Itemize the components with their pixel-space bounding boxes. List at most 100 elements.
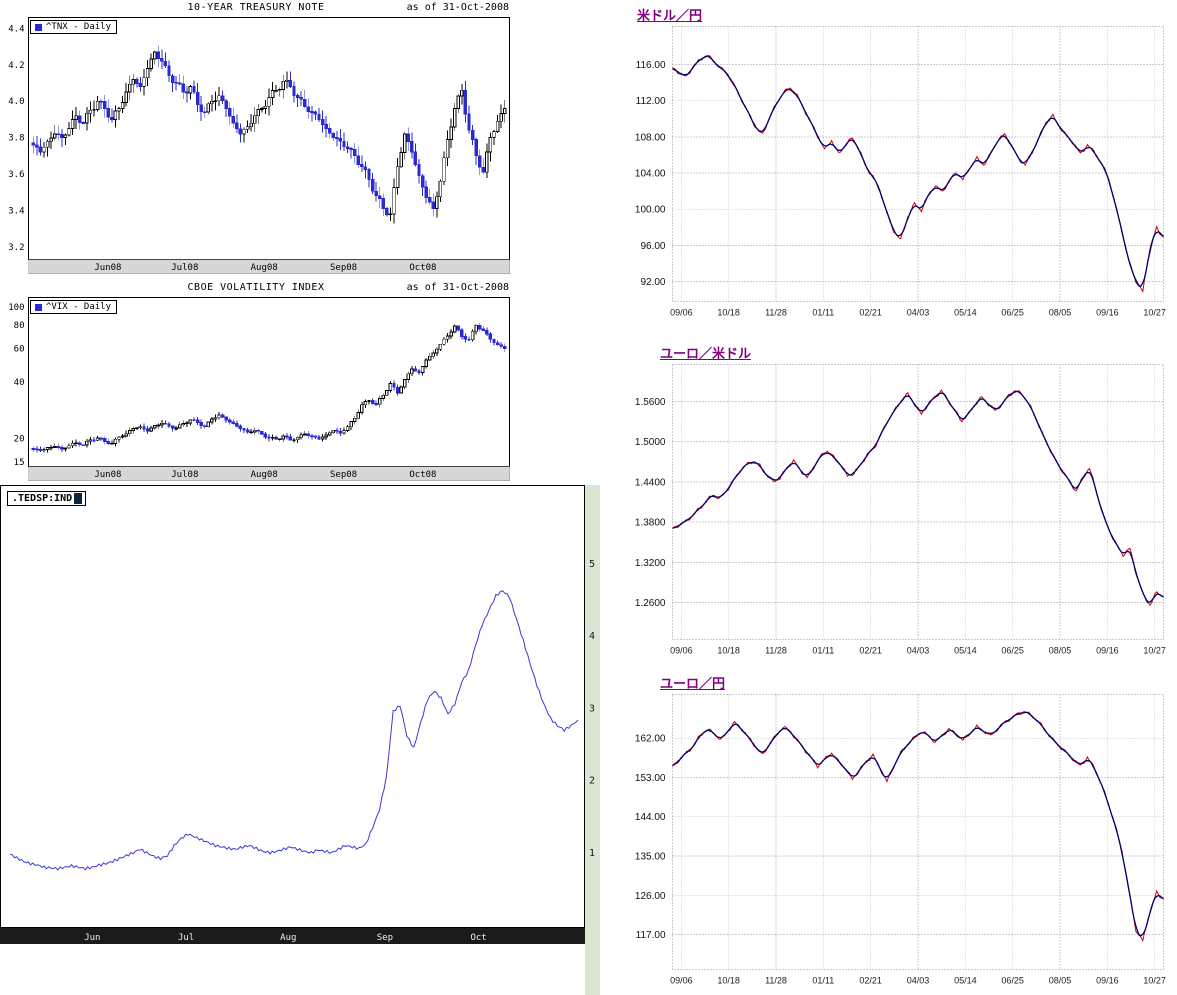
svg-text:10/18: 10/18 [717, 308, 740, 318]
svg-text:1.4400: 1.4400 [635, 477, 666, 488]
svg-text:92.00: 92.00 [640, 277, 665, 288]
svg-text:02/21: 02/21 [859, 976, 882, 986]
svg-text:01/11: 01/11 [812, 976, 834, 986]
svg-text:100.00: 100.00 [635, 205, 666, 216]
svg-text:08/05: 08/05 [1049, 976, 1072, 986]
svg-text:1.5600: 1.5600 [635, 397, 666, 408]
eur-jpy-plot: 09/06 10/18 11/28 01/11 02/21 04/03 05/14 06/25… [635, 694, 1166, 986]
svg-text:112.00: 112.00 [636, 96, 666, 107]
svg-text:3.2: 3.2 [8, 243, 24, 253]
svg-text:Jul: Jul [178, 933, 194, 943]
svg-text:09/06: 09/06 [670, 646, 693, 656]
chart-treasury-note: 10-YEAR TREASURY NOTE as of 31-Oct-2008 … [0, 0, 512, 277]
svg-text:Oct08: Oct08 [409, 470, 436, 480]
y-axis-strip [585, 485, 600, 995]
svg-text:02/21: 02/21 [859, 646, 882, 656]
usd-jpy-title-link[interactable]: 米ドル／円 [637, 8, 703, 23]
svg-text:1.3800: 1.3800 [635, 518, 666, 529]
legend-swatch-icon [35, 23, 42, 31]
svg-text:117.00: 117.00 [636, 930, 666, 941]
svg-text:3.8: 3.8 [8, 134, 24, 144]
svg-text:05/14: 05/14 [954, 646, 977, 656]
svg-text:100: 100 [8, 303, 24, 313]
svg-text:Aug: Aug [280, 933, 296, 943]
svg-text:04/03: 04/03 [907, 308, 930, 318]
chart-vix: CBOE VOLATILITY INDEX as of 31-Oct-2008 … [0, 280, 512, 484]
svg-text:2: 2 [589, 776, 595, 787]
svg-text:Sep: Sep [377, 933, 393, 943]
svg-text:20: 20 [14, 434, 25, 444]
svg-text:1.2600: 1.2600 [635, 598, 666, 609]
svg-text:09/16: 09/16 [1096, 976, 1119, 986]
svg-text:11/28: 11/28 [765, 646, 787, 656]
chart-eur-jpy: ユーロ／円 09/06 10/18 11/28 01/11 02/21 04/03 05/1… [622, 668, 1177, 995]
vix-asof-date: as of 31-Oct-2008 [406, 282, 509, 293]
svg-text:1: 1 [589, 848, 595, 859]
svg-text:3.4: 3.4 [8, 206, 24, 216]
svg-text:3: 3 [589, 703, 595, 714]
svg-text:06/25: 06/25 [1001, 646, 1024, 656]
svg-text:Jul08: Jul08 [171, 263, 198, 273]
eur-usd-plot: 09/06 10/18 11/28 01/11 02/21 04/03 05/14 06/25… [635, 364, 1166, 656]
svg-text:04/03: 04/03 [907, 646, 930, 656]
svg-text:10/27: 10/27 [1143, 976, 1166, 986]
svg-text:4.4: 4.4 [8, 24, 24, 34]
svg-text:Jun08: Jun08 [94, 470, 121, 480]
svg-text:08/05: 08/05 [1049, 308, 1072, 318]
svg-text:96.00: 96.00 [640, 241, 665, 252]
svg-text:4.0: 4.0 [8, 97, 24, 107]
svg-text:11/28: 11/28 [765, 976, 787, 986]
svg-text:116.00: 116.00 [636, 60, 666, 71]
chart-ted-spread: 5 4 3 2 1 Jun Jul Aug Sep Oct .TEDSP:IND [0, 485, 600, 995]
svg-text:15: 15 [14, 458, 25, 468]
tnx-legend: ^TNX - Daily [30, 20, 118, 34]
svg-text:Aug08: Aug08 [251, 470, 278, 480]
vix-legend-label: ^VIX - Daily [46, 302, 112, 312]
svg-text:05/14: 05/14 [954, 976, 977, 986]
svg-text:144.00: 144.00 [635, 812, 666, 823]
svg-text:04/03: 04/03 [907, 976, 930, 986]
svg-text:1.3200: 1.3200 [635, 558, 666, 569]
eur-usd-title-link[interactable]: ユーロ／米ドル [660, 346, 752, 361]
vix-legend: ^VIX - Daily [30, 300, 118, 314]
ted-symbol-label: .TEDSP:IND [12, 493, 73, 504]
svg-text:09/06: 09/06 [670, 308, 693, 318]
tnx-header: 10-YEAR TREASURY NOTE as of 31-Oct-2008 [0, 2, 512, 14]
vix-title: CBOE VOLATILITY INDEX [187, 282, 325, 293]
svg-text:Sep08: Sep08 [330, 263, 357, 273]
svg-text:104.00: 104.00 [635, 169, 666, 180]
svg-text:06/25: 06/25 [1001, 976, 1024, 986]
svg-text:Sep08: Sep08 [330, 470, 357, 480]
svg-text:3.6: 3.6 [8, 170, 24, 180]
tnx-asof-date: as of 31-Oct-2008 [406, 2, 509, 13]
svg-text:05/14: 05/14 [954, 308, 977, 318]
svg-text:10/27: 10/27 [1143, 308, 1166, 318]
text-cursor-icon [74, 493, 83, 504]
svg-text:08/05: 08/05 [1049, 646, 1072, 656]
svg-text:09/16: 09/16 [1096, 308, 1119, 318]
svg-text:01/11: 01/11 [812, 646, 834, 656]
vix-candlestick-plot: 100 80 60 40 20 15 Jun08 Jul08 Aug08 Sep08 Oct08 [8, 297, 510, 481]
svg-text:40: 40 [14, 378, 25, 388]
svg-text:1.5000: 1.5000 [635, 437, 666, 448]
svg-text:10/27: 10/27 [1143, 646, 1166, 656]
svg-text:09/06: 09/06 [670, 976, 693, 986]
tnx-title: 10-YEAR TREASURY NOTE [187, 2, 325, 13]
usd-jpy-plot: 09/06 10/18 11/28 01/11 02/21 04/03 05/14 06/25… [635, 26, 1166, 318]
svg-text:09/16: 09/16 [1096, 646, 1119, 656]
tnx-legend-label: ^TNX - Daily [46, 22, 112, 32]
ted-symbol-field[interactable]: .TEDSP:IND [7, 491, 87, 506]
tnx-candlestick-plot: 4.4 4.2 4.0 3.8 3.6 3.4 3.2 Jun08 Jul08 Aug08 Sep0… [8, 17, 510, 274]
vix-header: CBOE VOLATILITY INDEX as of 31-Oct-2008 [0, 282, 512, 294]
svg-text:135.00: 135.00 [635, 852, 666, 863]
svg-text:10/18: 10/18 [717, 646, 740, 656]
svg-text:01/11: 01/11 [812, 308, 834, 318]
chart-usd-jpy: 米ドル／円 09/06 10/18 11/28 01/11 02/21 04/03 05/1… [622, 0, 1177, 336]
svg-text:4: 4 [589, 631, 595, 642]
svg-text:02/21: 02/21 [859, 308, 882, 318]
svg-text:108.00: 108.00 [635, 132, 666, 143]
svg-text:Jun: Jun [84, 933, 100, 943]
svg-text:4.2: 4.2 [8, 61, 24, 71]
svg-text:Jul08: Jul08 [171, 470, 198, 480]
eur-jpy-title-link[interactable]: ユーロ／円 [660, 676, 726, 691]
